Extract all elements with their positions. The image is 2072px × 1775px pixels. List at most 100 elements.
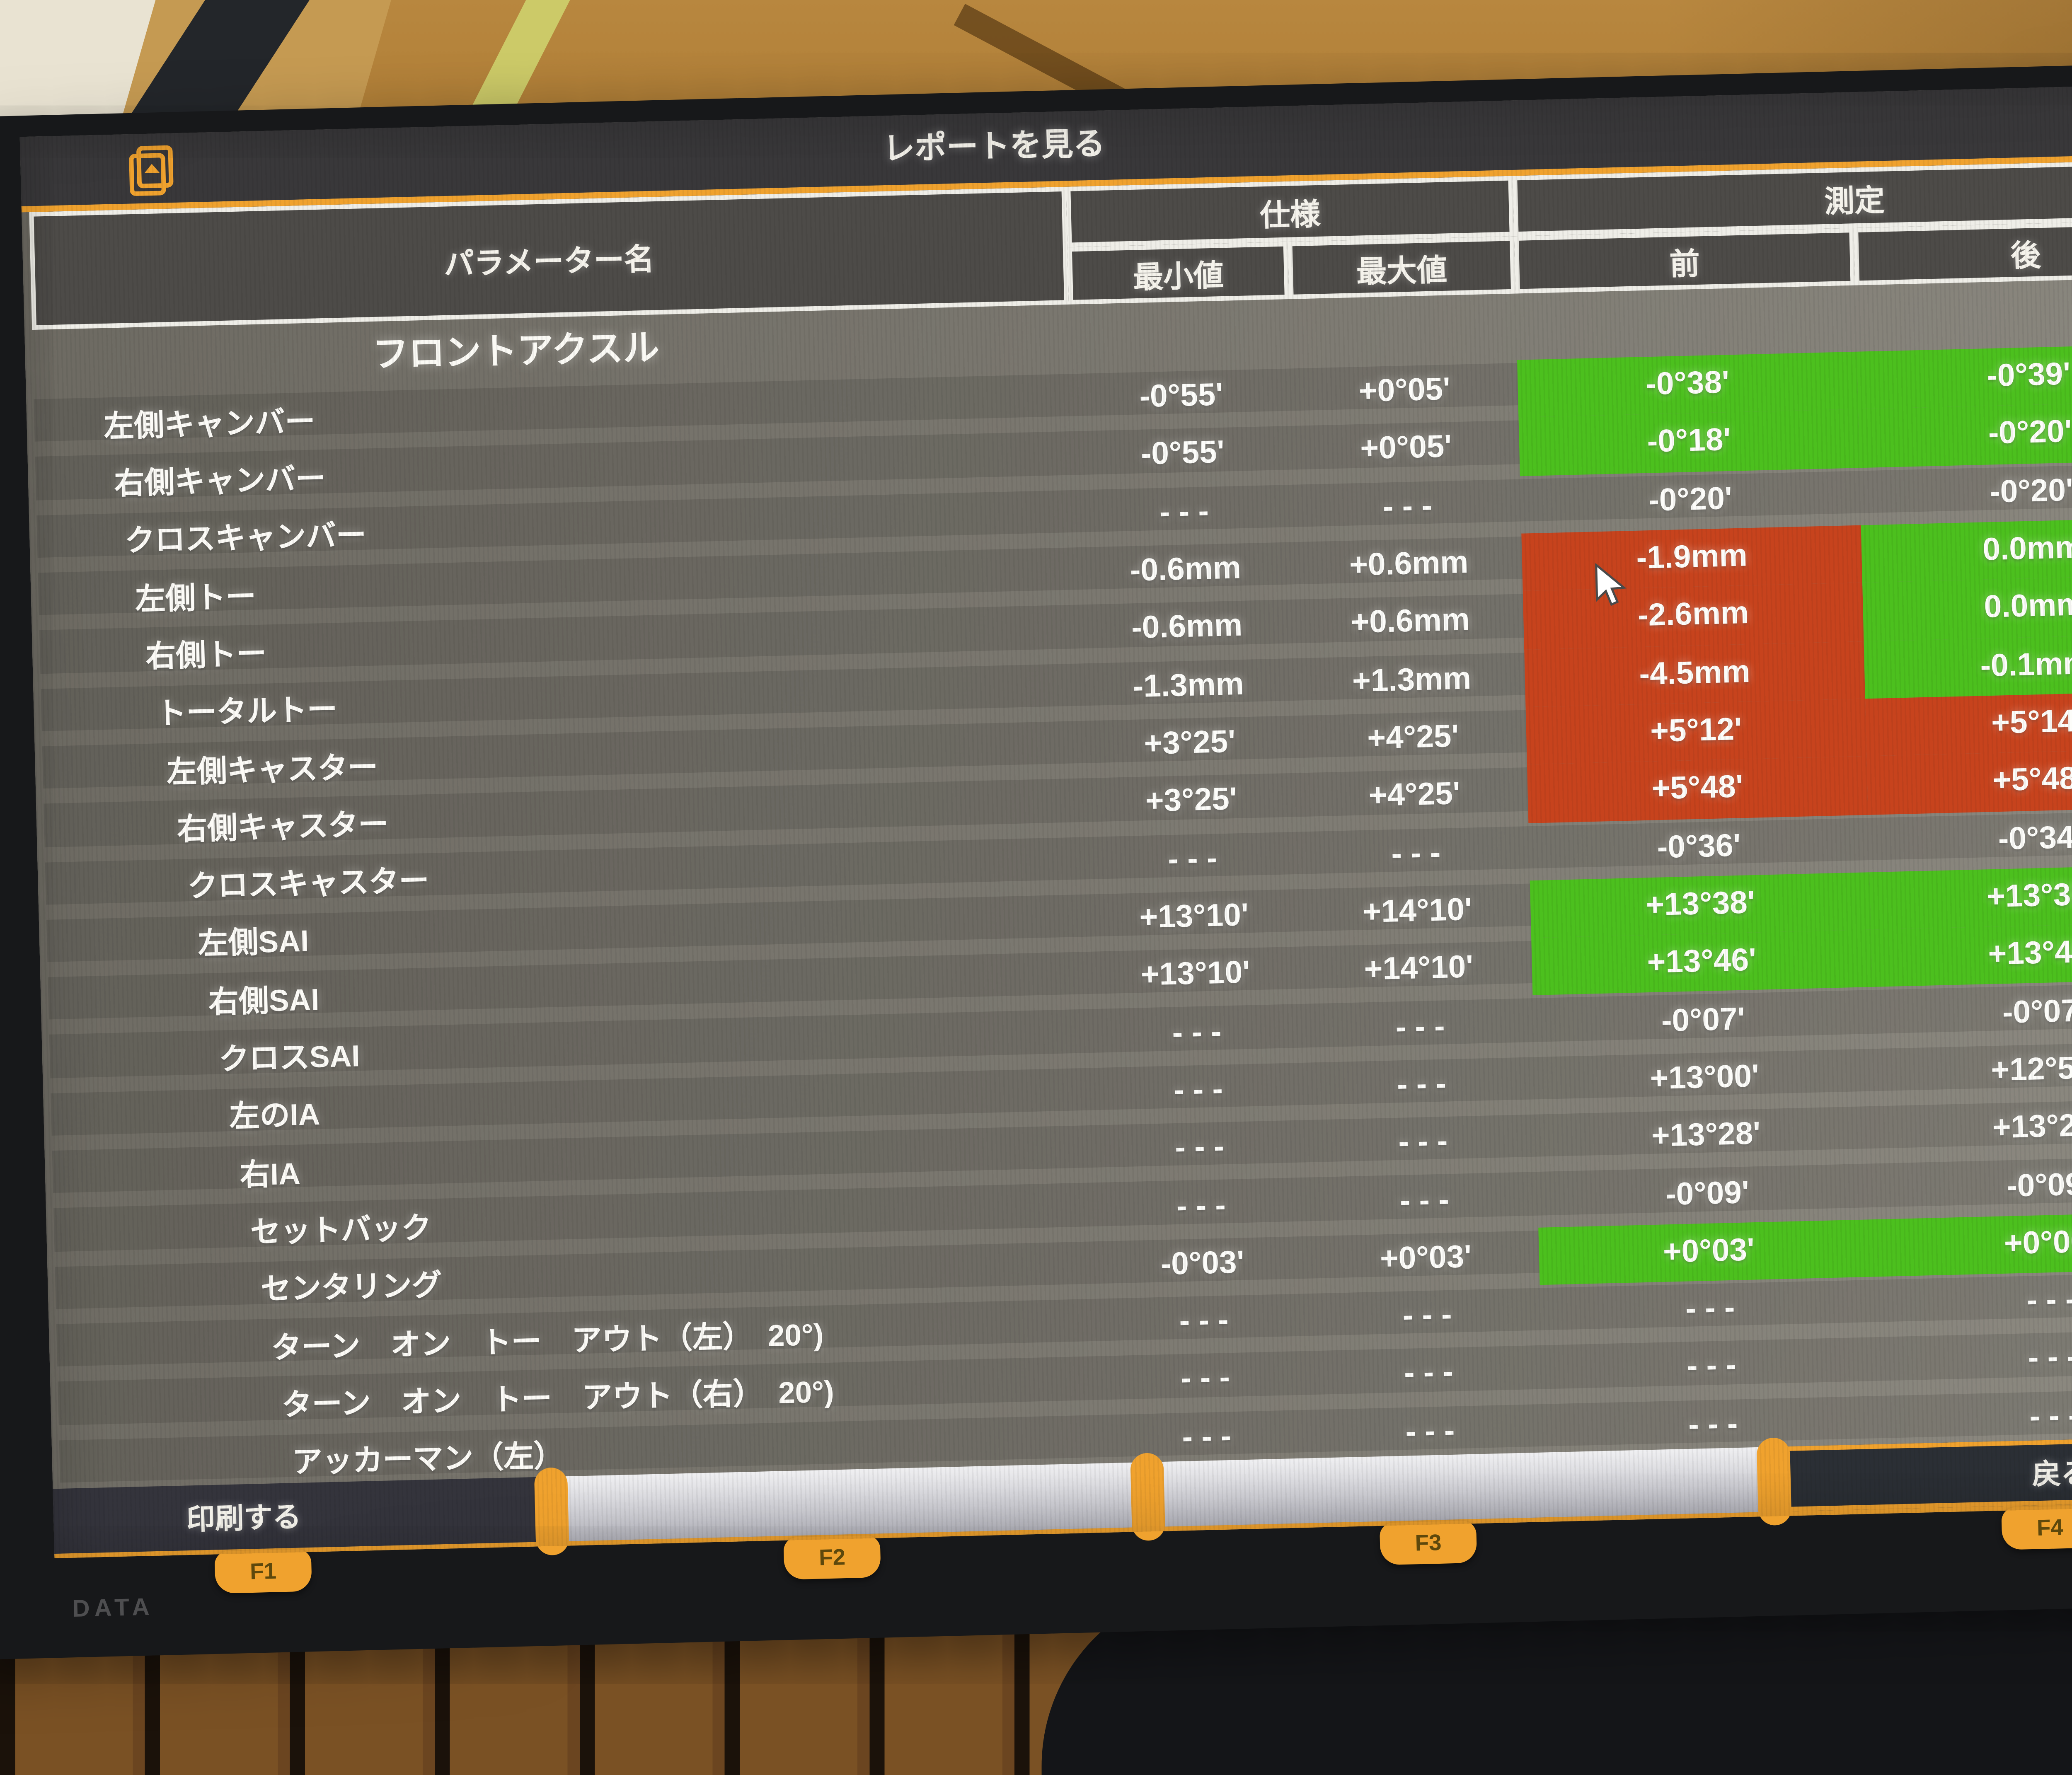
- print-button[interactable]: 印刷する: [53, 1477, 553, 1554]
- min-value: - - -: [1167, 841, 1218, 877]
- measured-after-value: -0°07': [2002, 993, 2072, 1030]
- measured-after-value: +5°14': [1865, 690, 2072, 757]
- min-value: - - -: [1174, 1130, 1225, 1166]
- parameter-name: 右IA: [240, 1158, 301, 1193]
- report-table: パラメーター名 仕様 測定 最小値 最大値 前 後 フロントアクスル 左側キャン…: [22, 156, 2072, 1489]
- parameter-name: 左側キャスター: [166, 751, 379, 790]
- measured-after-value: +0°00': [1878, 1210, 2072, 1277]
- column-header-before: 前: [1514, 228, 1855, 294]
- min-value: - - -: [1176, 1187, 1226, 1224]
- min-value: - - -: [1179, 1303, 1229, 1340]
- measured-after-value: +12°59': [1990, 1050, 2072, 1088]
- measured-before-value: -0°20': [1648, 481, 1733, 518]
- column-header-spec: 仕様: [1066, 176, 1514, 247]
- min-value: +3°25': [1145, 782, 1237, 820]
- measured-before-value: -1.9mm: [1521, 525, 1863, 591]
- max-value: - - -: [1399, 1182, 1450, 1219]
- parameter-name: クロスキャンバー: [124, 520, 367, 559]
- f3-key-tab[interactable]: F3: [1379, 1520, 1477, 1565]
- table-body: 左側キャンバー -0°55' +0°05' -0°38' -0°39' 右側キャ…: [26, 340, 2072, 1489]
- measured-after-value: - - -: [2026, 1282, 2072, 1319]
- measured-before-value: +5°48': [1527, 756, 1868, 823]
- back-button-label: 戻る: [2031, 1458, 2072, 1492]
- min-value: -0.6mm: [1129, 551, 1242, 589]
- max-value: +1.3mm: [1352, 661, 1472, 699]
- measured-after-value: -0°09': [2006, 1166, 2072, 1204]
- max-value: - - -: [1398, 1124, 1448, 1161]
- parameter-name: セットバック: [250, 1212, 432, 1250]
- min-value: -1.3mm: [1132, 667, 1244, 704]
- measured-before-value: -0°38': [1517, 351, 1858, 418]
- parameter-name: 右側キャンバー: [114, 463, 326, 502]
- measured-before-value: -0°36': [1656, 828, 1741, 865]
- max-value: +0.6mm: [1349, 545, 1469, 583]
- bar-separator: [1130, 1453, 1166, 1541]
- measured-before-value: +5°12': [1525, 698, 1867, 765]
- measured-before-value: -0°07': [1661, 1001, 1745, 1038]
- max-value: +0°05': [1360, 430, 1452, 467]
- min-value: - - -: [1180, 1361, 1231, 1397]
- parameter-name: 左のIA: [229, 1099, 321, 1135]
- column-header-after: 後: [1854, 219, 2072, 285]
- max-value: - - -: [1402, 1298, 1452, 1334]
- max-value: +4°25': [1367, 719, 1460, 757]
- parameter-name: 左側SAI: [197, 926, 310, 962]
- parameter-name: 右側キャスター: [177, 808, 389, 847]
- f2-key-tab[interactable]: F2: [783, 1535, 881, 1580]
- measured-before-value: - - -: [1685, 1291, 1736, 1327]
- measured-after-value: 0.0mm: [1862, 574, 2072, 641]
- min-value: - - -: [1172, 1014, 1222, 1050]
- parameter-name: 左側トー: [135, 580, 257, 617]
- min-value: -0°03': [1160, 1245, 1245, 1282]
- f1-key-tab[interactable]: F1: [214, 1549, 312, 1594]
- max-value: - - -: [1382, 488, 1433, 525]
- measured-after-value: -0°34': [1997, 820, 2072, 857]
- max-value: +0°05': [1358, 372, 1451, 410]
- measured-after-value: -0.1mm: [1864, 632, 2072, 699]
- parameter-name: 右側SAI: [208, 984, 320, 1020]
- min-value: +3°25': [1143, 725, 1236, 762]
- mouse-cursor: [1593, 562, 1627, 619]
- parameter-name: クロスキャスター: [187, 865, 430, 905]
- max-value: +4°25': [1368, 777, 1461, 814]
- measured-before-value: -0°18': [1518, 409, 1860, 476]
- max-value: - - -: [1396, 1066, 1447, 1103]
- min-value: +13°10': [1140, 955, 1251, 993]
- column-header-max: 最大値: [1288, 236, 1516, 299]
- parameter-name: センタリング: [260, 1270, 443, 1308]
- alignment-report-screen: レポートを見る: [19, 81, 2072, 1594]
- f4-key-tab[interactable]: F4: [2001, 1505, 2072, 1550]
- measured-after-value: +13°26': [1992, 1108, 2072, 1146]
- max-value: +14°10': [1362, 892, 1473, 930]
- measured-before-value: +13°38': [1530, 872, 1871, 938]
- min-value: - - -: [1159, 494, 1209, 530]
- measured-after-value: +5°48': [1866, 748, 2072, 815]
- min-value: -0.6mm: [1131, 609, 1243, 646]
- measured-before-value: -0°09': [1665, 1175, 1750, 1212]
- measured-before-value: +0°03': [1538, 1219, 1879, 1285]
- bar-separator: [1756, 1437, 1792, 1526]
- column-header-min: 最小値: [1067, 242, 1289, 305]
- print-button-label: 印刷する: [186, 1502, 302, 1537]
- min-value: - - -: [1173, 1072, 1223, 1108]
- report-pages-icon: [129, 145, 174, 196]
- measured-after-value: +13°46': [1871, 921, 2072, 988]
- max-value: - - -: [1395, 1008, 1445, 1045]
- max-value: +14°10': [1363, 950, 1474, 988]
- max-value: +0.6mm: [1350, 603, 1470, 641]
- min-value: -0°55': [1140, 435, 1225, 473]
- measured-after-value: +13°38': [1869, 863, 2072, 930]
- measured-before-value: -4.5mm: [1524, 641, 1865, 707]
- measured-after-value: -0°20': [1989, 473, 2072, 510]
- bar-separator: [534, 1467, 569, 1556]
- max-value: - - -: [1391, 835, 1441, 871]
- parameter-name: クロスSAI: [218, 1040, 361, 1078]
- measured-after-value: -0°39': [1857, 343, 2072, 410]
- measured-before-value: -2.6mm: [1523, 583, 1864, 649]
- monitor: レポートを見る: [0, 57, 2072, 1661]
- min-value: +13°10': [1139, 898, 1249, 936]
- measured-before-value: +13°46': [1531, 930, 1872, 996]
- parameter-name: 右側トー: [145, 638, 267, 675]
- measured-after-value: - - -: [2027, 1340, 2072, 1376]
